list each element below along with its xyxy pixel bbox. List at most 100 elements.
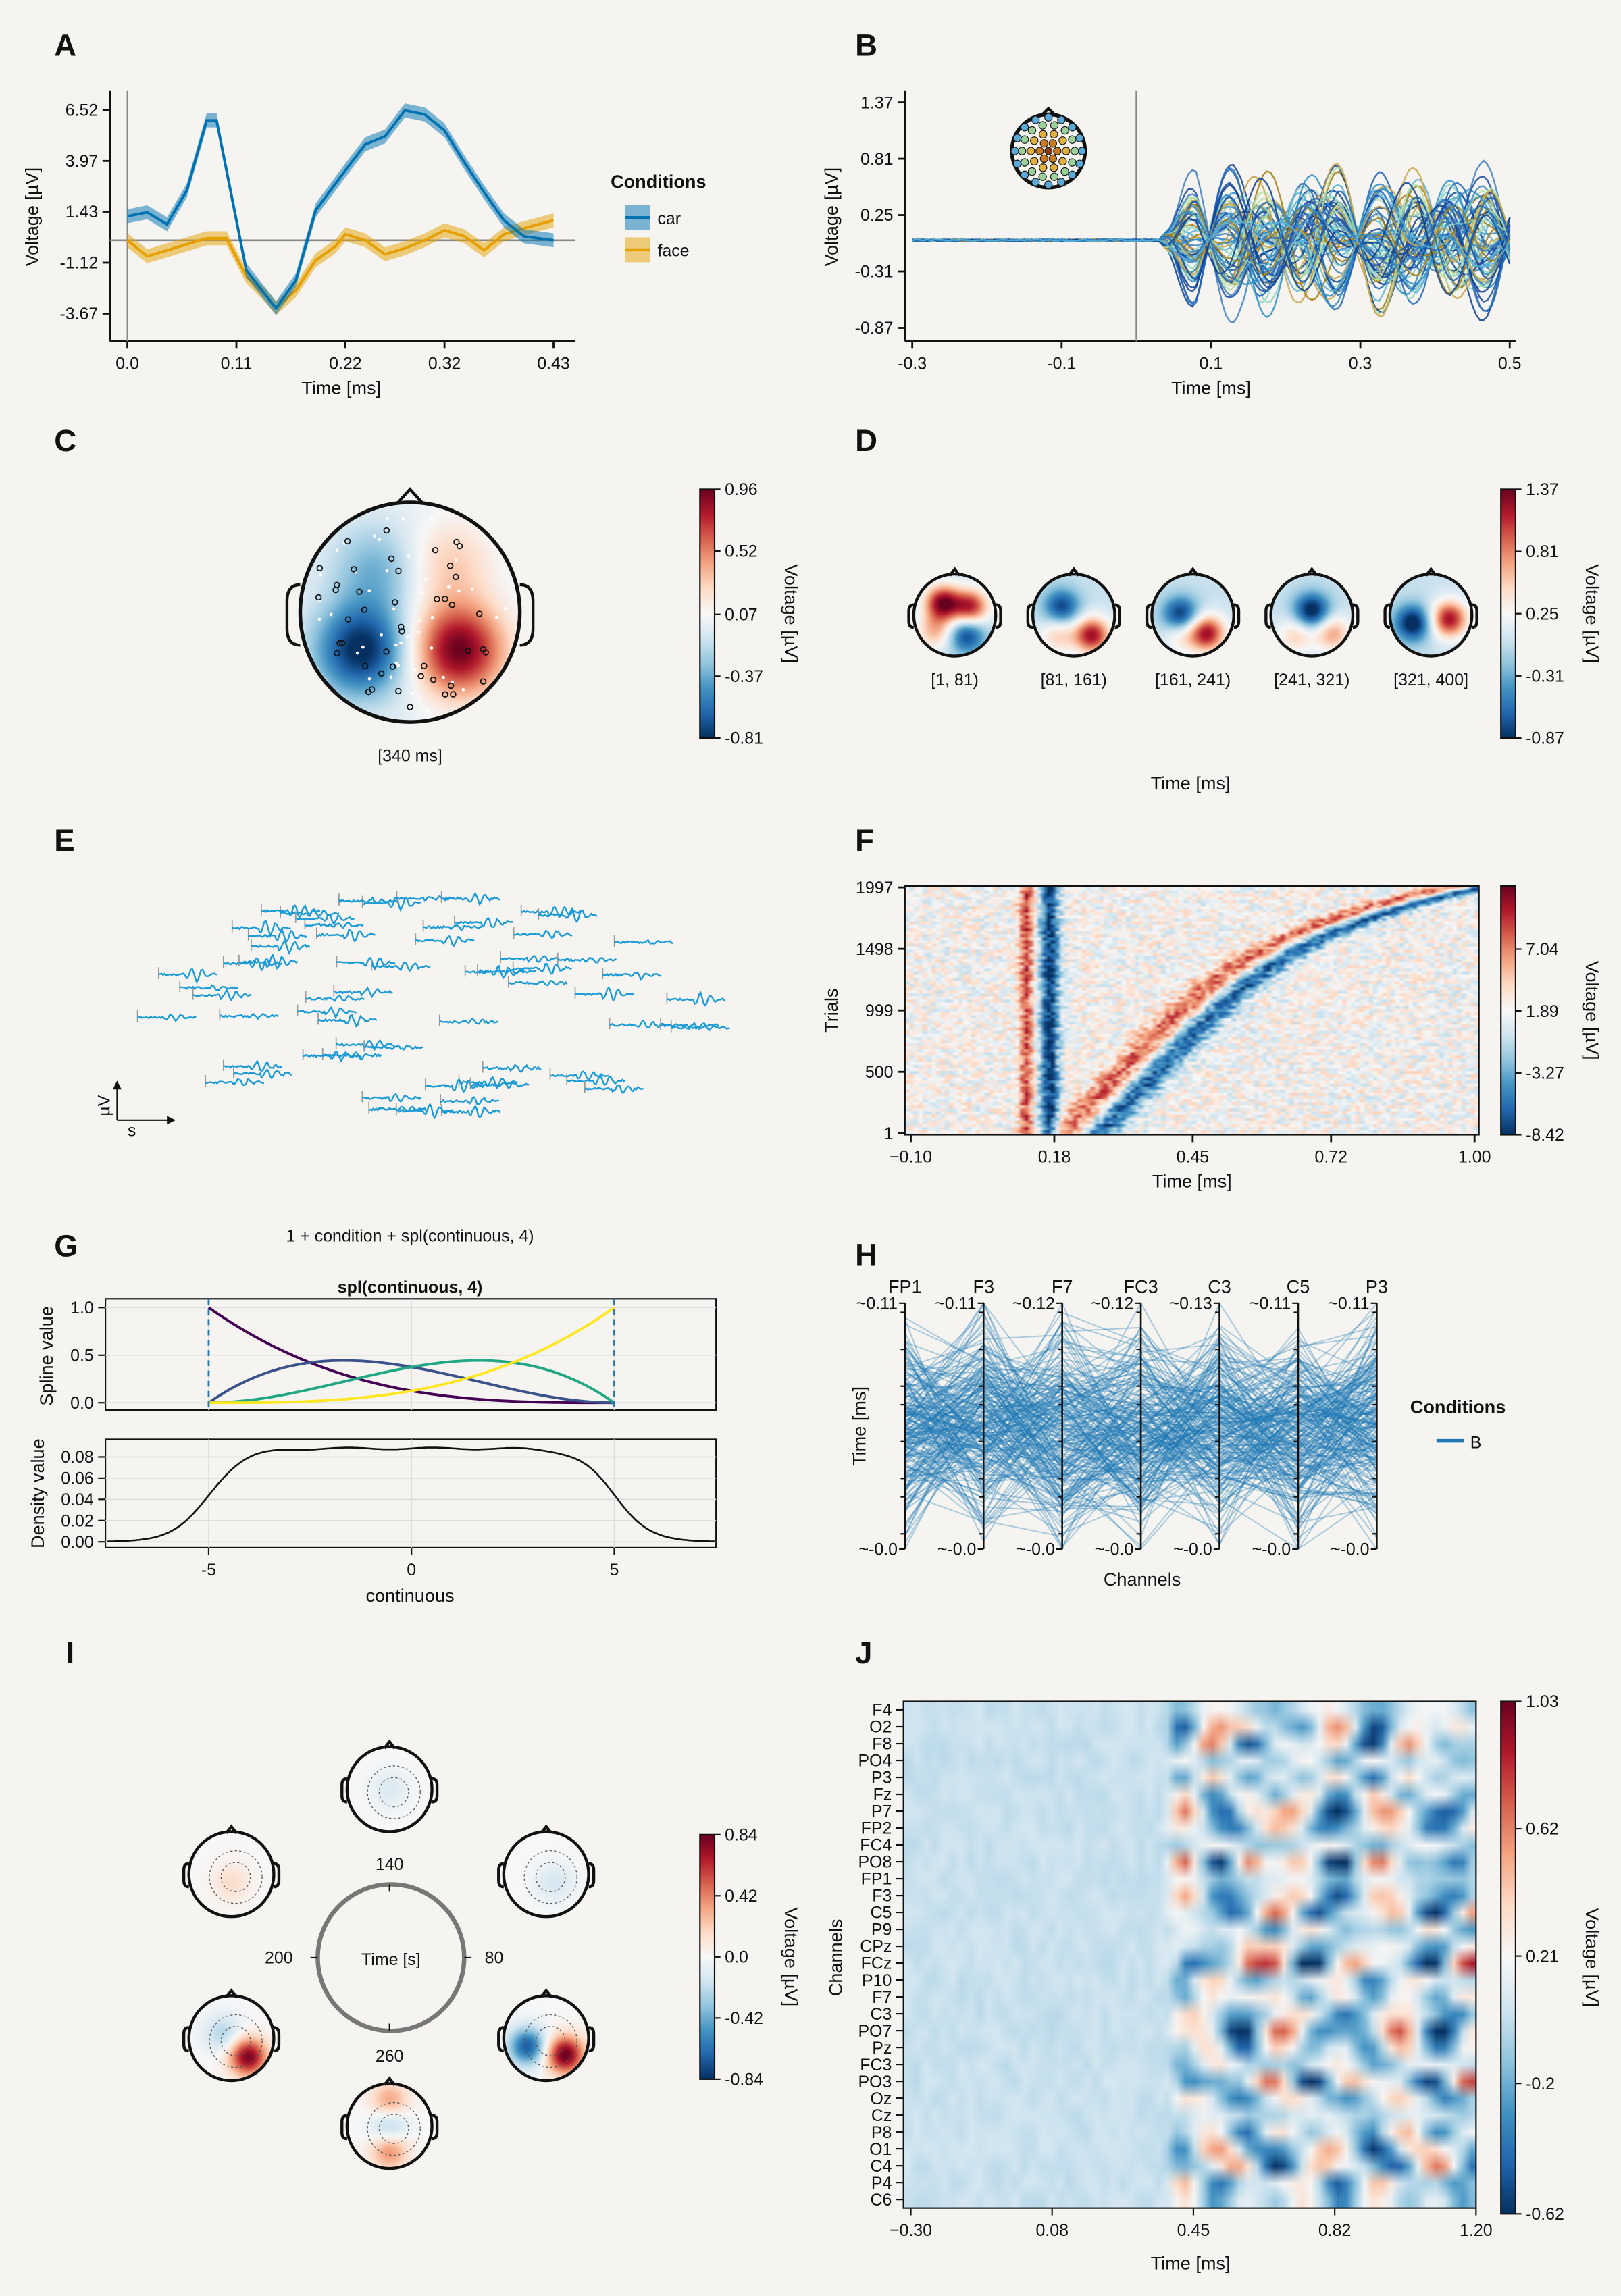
electrode-dot: [430, 517, 434, 521]
x-tick-label: 1.20: [1460, 2221, 1493, 2240]
colorbar-tick-label: -0.87: [1526, 729, 1564, 748]
electrode-dot: [1068, 158, 1077, 167]
head-outline: [502, 1830, 590, 1919]
y-tick-label: 0.00: [61, 1533, 94, 1552]
channel-trace: [362, 897, 421, 912]
panel-label: I: [66, 1636, 75, 1670]
channel-label: PO7: [858, 2022, 892, 2041]
electrode-dot: [480, 678, 487, 685]
nose: [1067, 567, 1080, 577]
y-tick-label: 500: [865, 1063, 894, 1082]
axis-max-label: ~0.11: [856, 1294, 898, 1313]
colorbar-label: Voltage [µV]: [1582, 1908, 1603, 2008]
angle-label: 80: [485, 1949, 504, 1968]
electrode-dot: [1050, 163, 1058, 172]
electrode-dot: [1031, 115, 1040, 124]
axis-min-label: ~-0.0: [1173, 1540, 1212, 1559]
channel-trace: [232, 919, 291, 938]
legend-label: face: [657, 242, 689, 261]
ear: [274, 1862, 281, 1889]
nose: [948, 567, 961, 577]
channel-label: P7: [871, 1802, 892, 1821]
electrode-dot: [450, 691, 457, 698]
channel-trace: [482, 1064, 542, 1073]
electrode-dot: [465, 647, 471, 654]
channel-trace: [205, 1078, 265, 1087]
channel-trace: [670, 1024, 730, 1032]
head-outline: [187, 1994, 276, 2083]
legend-label: B: [1470, 1433, 1482, 1452]
electrode-dot: [1048, 139, 1057, 148]
channel-trace: [362, 1093, 422, 1103]
x-axis-label: Channels: [1104, 1569, 1181, 1590]
electrode-dot: [338, 640, 346, 647]
channel-label: Fz: [873, 1785, 892, 1804]
electrode-dot: [398, 628, 405, 635]
electrode-dot: [1058, 157, 1067, 166]
electrode-dot: [457, 589, 461, 593]
channel-trace: [538, 906, 598, 923]
panel-label: H: [855, 1237, 877, 1272]
channel-trace: [470, 1081, 530, 1089]
electrode-dot: [1038, 172, 1047, 181]
channel-trace: [415, 935, 475, 947]
channel-trace: [660, 1022, 720, 1029]
contour-line: [367, 2102, 421, 2156]
y-tick-label: 1997: [856, 879, 893, 897]
electrode-dot: [456, 542, 463, 550]
electrode-dot: [454, 558, 458, 562]
electrode-dot: [329, 612, 333, 617]
y-tick-label: 1: [884, 1124, 894, 1143]
x-tick-label: -0.1: [1047, 355, 1076, 373]
channel-trace: [368, 1105, 428, 1112]
y-tick-label: -1.12: [59, 254, 98, 273]
x-axis-label: Time [ms]: [1151, 773, 1231, 793]
channel-label: F7: [1052, 1276, 1073, 1297]
topoplot-4: [182, 1988, 281, 2083]
channel-trace: [334, 986, 393, 999]
channel-label: C5: [1287, 1276, 1310, 1297]
electrode-dot: [399, 641, 403, 645]
y-tick-label: 6.52: [66, 101, 99, 120]
panel-label: G: [54, 1228, 78, 1263]
electrode-dot: [1018, 147, 1027, 155]
channel-trace: [500, 954, 560, 964]
x-tick-label: 0: [407, 1561, 416, 1580]
head-outline: [1269, 572, 1355, 658]
axis-min-label: ~-0.0: [1016, 1540, 1055, 1559]
electrode-dot: [470, 588, 474, 591]
x-axis-label: continuous: [366, 1585, 455, 1606]
axis-max-label: ~0.12: [1012, 1294, 1055, 1313]
electrode-dot: [1020, 135, 1029, 144]
electrode-dot: [385, 517, 389, 521]
y-axis-label: Density value: [27, 1438, 48, 1548]
topo-map: [1152, 574, 1234, 656]
channel-trace: [180, 984, 239, 991]
channel-label: FC3: [1124, 1276, 1158, 1297]
channel-label: PO3: [858, 2072, 892, 2091]
channel-trace: [602, 971, 662, 981]
channel-line: [912, 195, 1511, 292]
electrode-dot: [475, 610, 483, 617]
y-axis-label: Voltage [µV]: [21, 167, 42, 267]
density-line: [107, 1446, 716, 1543]
electrode-dot: [361, 645, 365, 649]
colorbar-tick-label: 0.84: [725, 1825, 758, 1844]
x-axis-label: Time [ms]: [1171, 377, 1251, 398]
channel-trace: [508, 980, 568, 987]
electrode-dot: [395, 687, 402, 695]
nose: [1424, 567, 1437, 577]
colorbar: [1500, 885, 1516, 1136]
channel-trace: [513, 929, 573, 939]
x-tick-label: 0.43: [537, 355, 570, 373]
angle-label: 200: [265, 1949, 293, 1968]
head-outline: [1031, 572, 1116, 658]
ear: [497, 1862, 504, 1889]
butterfly-lines: [912, 159, 1511, 324]
electrode-dot: [1035, 147, 1044, 155]
angle-label: 140: [376, 1855, 404, 1874]
channel-trace: [477, 968, 537, 975]
electrode-dot: [1071, 147, 1079, 155]
channel-label: P10: [862, 1971, 892, 1990]
electrode-dot: [373, 534, 376, 538]
